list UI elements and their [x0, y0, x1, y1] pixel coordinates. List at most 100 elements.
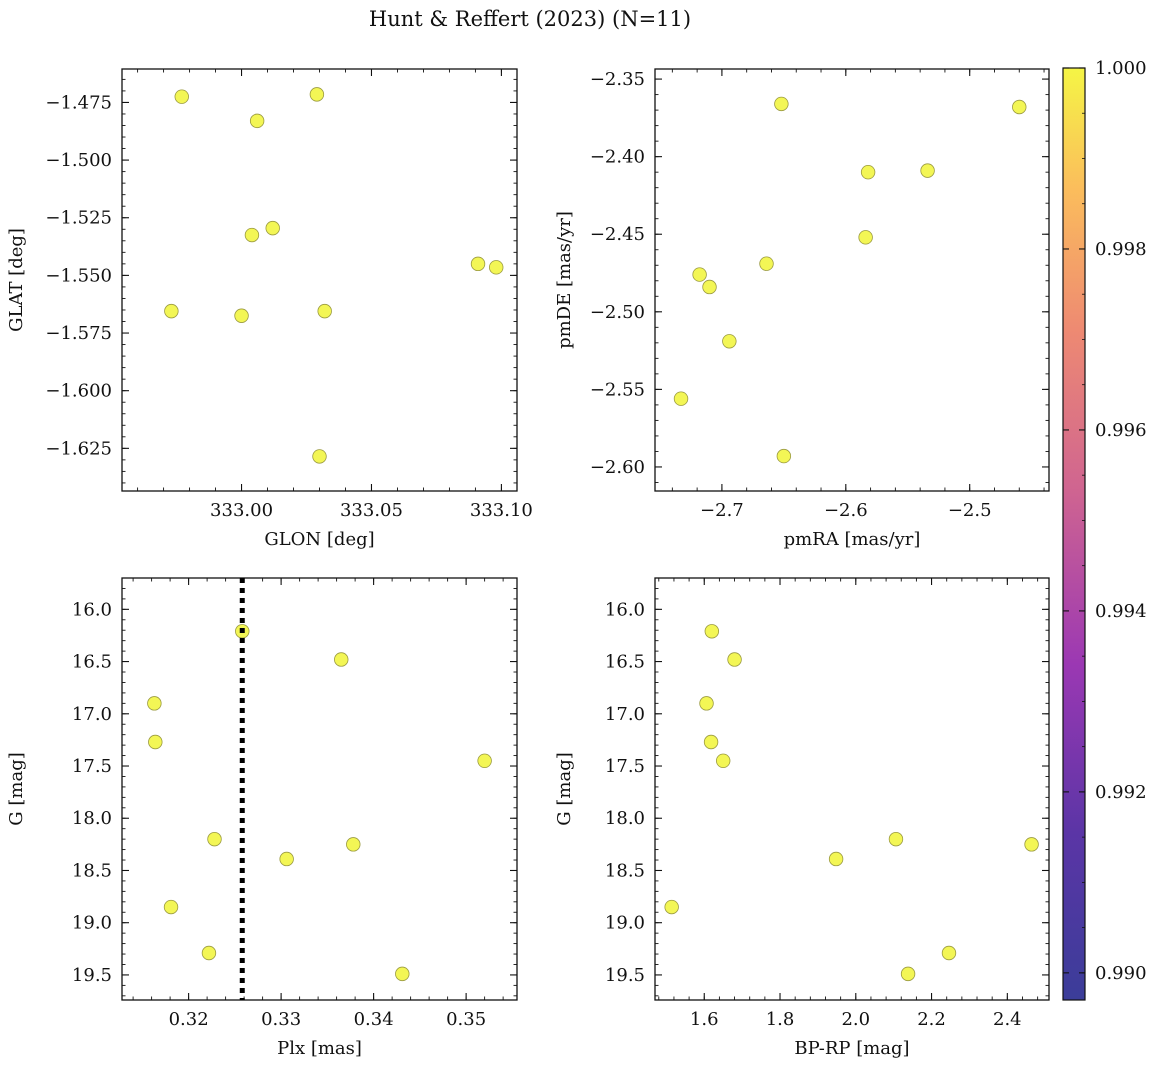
colorbar-tick-label: 0.998 — [1095, 239, 1147, 260]
y-tick-label: 16.5 — [605, 652, 645, 673]
scatter-point — [941, 945, 957, 961]
y-tick-label: 17.5 — [72, 756, 112, 777]
scatter-point — [673, 391, 689, 406]
colorbar: 0.990 0.992 0.994 0.996 0.998 1.000 — [1062, 58, 1147, 1001]
scatter-point — [727, 652, 742, 667]
y-tick-label: −2.55 — [590, 379, 645, 400]
subplot-glon-glat: 333.00 333.05 333.10 −1.475 −1.500 −1.525 −1.5… — [6, 68, 533, 550]
scatter-point — [828, 851, 844, 867]
y-tick-label: −1.475 — [45, 92, 112, 113]
scatter-point — [489, 260, 504, 275]
y-tick-label: 18.0 — [72, 808, 112, 829]
y-axis-label: pmDE [mas/yr] — [554, 211, 575, 349]
scatter-point — [920, 163, 935, 178]
x-tick-label: 333.00 — [210, 500, 273, 521]
y-tick-label: −2.35 — [590, 69, 645, 90]
scatter-point — [148, 734, 163, 750]
y-tick-label: 16.0 — [605, 599, 645, 620]
scatter-point — [234, 308, 249, 323]
y-tick-label: −2.45 — [590, 224, 645, 245]
y-tick-label: −1.575 — [45, 323, 112, 344]
y-axis-label: GLAT [deg] — [6, 228, 27, 332]
y-tick-label: 19.0 — [72, 913, 112, 934]
scatter-point — [265, 220, 280, 236]
scatter-point — [774, 96, 789, 112]
colorbar-ticks: 0.990 0.992 0.994 0.996 0.998 1.000 — [1063, 58, 1147, 984]
y-tick-label: 17.0 — [72, 704, 112, 725]
scatter-point — [249, 113, 265, 129]
axes-frame — [121, 577, 518, 1001]
x-tick-label: 0.34 — [354, 1009, 394, 1030]
y-tick-label: 19.5 — [605, 965, 645, 986]
y-tick-label: 16.5 — [72, 652, 112, 673]
y-tick-label: 19.0 — [605, 913, 645, 934]
scatter-point — [279, 851, 294, 867]
scatter-point — [715, 753, 731, 768]
scatter-point — [664, 899, 679, 915]
colorbar-tick-label: 1.000 — [1095, 58, 1147, 79]
x-tick-label: −2.5 — [948, 500, 992, 521]
colorbar-tick-label: 0.992 — [1095, 782, 1147, 803]
x-tick-label: 1.8 — [766, 1009, 795, 1030]
subplot-bprp-g: 1.6 1.8 2.0 2.2 2.4 16.0 16.5 17.0 17.5 18.0 18.5 1… — [554, 577, 1050, 1059]
scatter-point — [312, 449, 327, 464]
scatter-point — [703, 734, 719, 750]
scatter-point — [334, 652, 349, 667]
subplot-plx-g: 0.32 0.33 0.34 0.35 16.0 16.5 17.0 17.5 18.0 18.5… — [6, 577, 518, 1059]
subplots: 333.00 333.05 333.10 −1.475 −1.500 −1.525 −1.5… — [6, 68, 1050, 1059]
x-axis-label: GLON [deg] — [264, 529, 374, 550]
scatter-point — [317, 303, 332, 319]
x-tick-label: 2.4 — [993, 1009, 1022, 1030]
scatter-point — [395, 966, 410, 982]
x-tick-label: 333.05 — [340, 500, 403, 521]
y-tick-label: 18.5 — [605, 860, 645, 881]
scatter-point — [164, 303, 179, 319]
scatter-point — [1024, 837, 1039, 852]
y-tick-label: 18.5 — [72, 860, 112, 881]
scatter-point — [244, 227, 260, 243]
x-axis-label: pmRA [mas/yr] — [784, 529, 921, 550]
scatter-point — [147, 696, 162, 711]
scatter-point — [888, 831, 904, 847]
x-axis-label: Plx [mas] — [277, 1038, 362, 1059]
axes-frame — [121, 68, 518, 492]
scatter-point — [900, 966, 916, 982]
colorbar-tick-label: 0.994 — [1095, 601, 1147, 622]
scatter-point — [201, 945, 217, 961]
y-axis-label: G [mag] — [6, 752, 27, 825]
subplot-pmra-pmde: −2.7 −2.6 −2.5 −2.35 −2.40 −2.45 −2.50 −2.55 −2.… — [554, 68, 1050, 550]
scatter-point — [477, 753, 492, 768]
scatter-point — [776, 448, 792, 464]
y-tick-label: −1.525 — [45, 208, 112, 229]
x-tick-label: −2.7 — [700, 500, 744, 521]
scatter-point — [692, 267, 707, 282]
y-tick-label: −2.60 — [590, 457, 645, 478]
colorbar-tick-label: 0.996 — [1095, 420, 1147, 441]
scatter-point — [207, 831, 222, 847]
scatter-point — [858, 230, 873, 245]
scatter-point — [860, 164, 876, 180]
y-tick-label: 16.0 — [72, 599, 112, 620]
scatter-point — [163, 899, 179, 915]
colorbar-gradient — [1062, 67, 1086, 1001]
y-tick-label: 19.5 — [72, 965, 112, 986]
y-tick-label: −1.500 — [45, 150, 112, 171]
x-tick-label: 2.0 — [841, 1009, 870, 1030]
x-tick-label: −2.6 — [824, 500, 868, 521]
scatter-point — [704, 624, 720, 639]
figure-title: Hunt & Reffert (2023) (N=11) — [369, 7, 691, 31]
y-tick-label: −1.600 — [45, 381, 112, 402]
y-tick-label: 17.0 — [605, 704, 645, 725]
scatter-point — [722, 334, 737, 349]
axes-frame — [654, 68, 1050, 492]
x-tick-label: 333.10 — [470, 500, 533, 521]
x-axis-label: BP-RP [mag] — [794, 1038, 909, 1059]
scatter-point — [174, 89, 189, 104]
scatter-point — [309, 87, 325, 102]
y-tick-label: −2.50 — [590, 302, 645, 323]
x-tick-label: 0.35 — [446, 1009, 486, 1030]
y-tick-label: 17.5 — [605, 756, 645, 777]
x-tick-label: 0.32 — [169, 1009, 209, 1030]
y-tick-label: −1.625 — [45, 438, 112, 459]
